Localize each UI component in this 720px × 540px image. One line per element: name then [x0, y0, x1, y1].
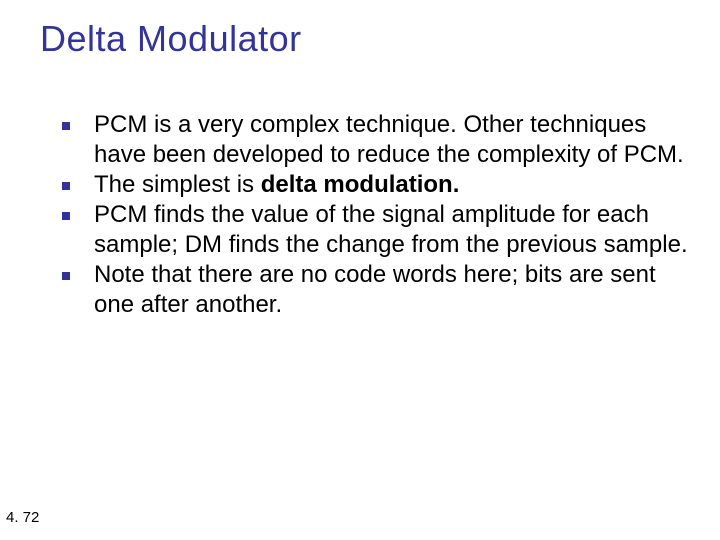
list-item: PCM finds the value of the signal amplit…	[62, 200, 690, 260]
slide-title: Delta Modulator	[40, 18, 690, 60]
bullet-text-before: PCM finds the value of the signal amplit…	[94, 201, 688, 258]
bullet-text-before: Note that there are no code words here; …	[94, 261, 656, 318]
list-item: Note that there are no code words here; …	[62, 260, 690, 320]
list-item: PCM is a very complex technique. Other t…	[62, 110, 690, 170]
list-item: The simplest is delta modulation.	[62, 170, 690, 200]
slide-container: Delta Modulator PCM is a very complex te…	[0, 0, 720, 540]
bullet-text-before: The simplest is	[94, 171, 261, 198]
bullet-text-before: PCM is a very complex technique. Other t…	[94, 111, 684, 168]
slide-number: 4. 72	[6, 509, 39, 526]
bullet-text-bold: delta modulation.	[261, 171, 460, 198]
bullet-list: PCM is a very complex technique. Other t…	[40, 110, 690, 320]
